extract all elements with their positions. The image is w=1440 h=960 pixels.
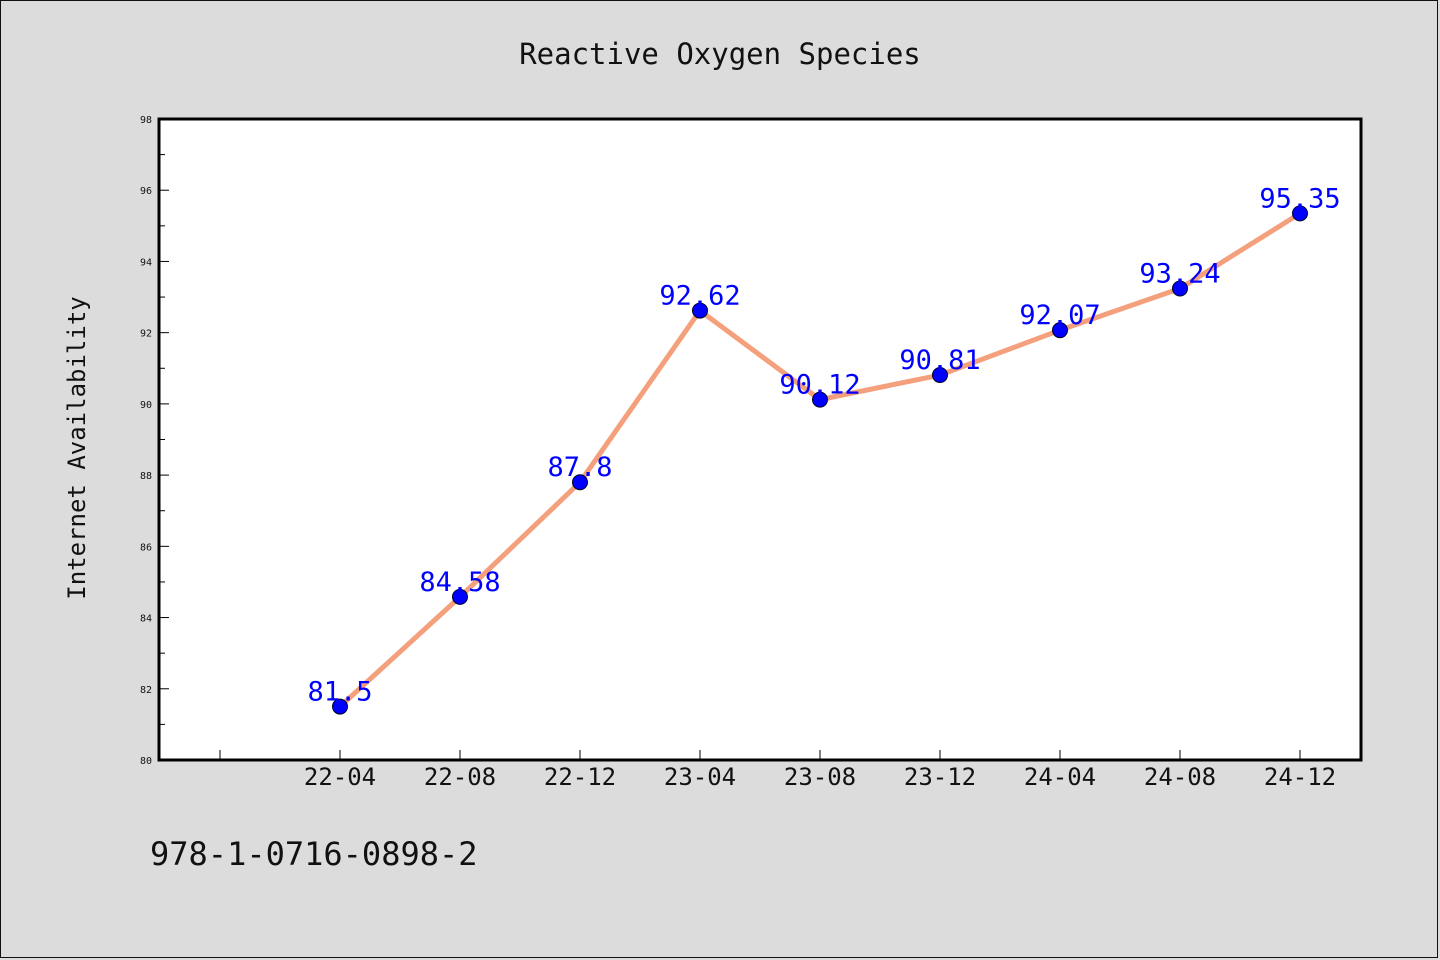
data-point [1172,280,1188,297]
data-label: 81.5 [307,677,372,708]
y-axis-label: Internet Availability [63,296,91,599]
data-point [932,367,948,384]
data-point [332,698,348,715]
y-tick-label: 90 [140,400,152,411]
y-tick-label: 86 [140,542,152,553]
y-tick-label: 98 [140,115,152,126]
data-label: 90.12 [779,370,860,401]
y-tick-label: 84 [140,614,152,625]
y-tick-label: 88 [140,471,152,482]
plot-border [157,117,1363,762]
data-point [1292,205,1308,222]
y-tick-label: 80 [140,756,152,767]
x-tick-label: 24-08 [1144,763,1216,791]
data-point [692,302,708,319]
y-tick-label: 96 [140,186,152,197]
data-label: 84.58 [419,567,500,598]
data-point [572,474,588,491]
axes: 80 82 84 86 88 90 92 94 96 98 22-04 22-08 22-12 23-04… [140,115,1336,791]
data-label: 93.24 [1139,259,1220,290]
data-point [452,588,468,605]
data-label: 92.07 [1019,300,1100,331]
data-label: 95.35 [1259,183,1340,214]
y-tick-label: 94 [140,257,152,268]
data-label: 90.81 [899,345,980,376]
x-tick-label: 23-04 [664,763,736,791]
y-tick-label: 82 [140,685,152,696]
series-points-group [332,205,1308,715]
footer-code: 978-1-0716-0898-2 [150,835,478,873]
y-tick-label: 92 [140,329,152,340]
plot-area [159,119,1361,760]
chart-title: Reactive Oxygen Species [519,37,921,71]
data-labels-group: 81.5 84.58 87.8 92.62 90.12 90.81 92.07 93.24 95… [307,183,1340,707]
x-tick-label: 24-04 [1024,763,1096,791]
x-tick-label: 22-12 [544,763,616,791]
x-tick-label: 22-08 [424,763,496,791]
x-tick-label: 23-12 [904,763,976,791]
x-tick-label: 23-08 [784,763,856,791]
x-tick-label: 22-04 [304,763,376,791]
data-label: 92.62 [659,281,740,312]
x-tick-label: 24-12 [1264,763,1336,791]
data-label: 87.8 [547,452,612,483]
data-point [1052,322,1068,339]
data-point [812,391,828,408]
